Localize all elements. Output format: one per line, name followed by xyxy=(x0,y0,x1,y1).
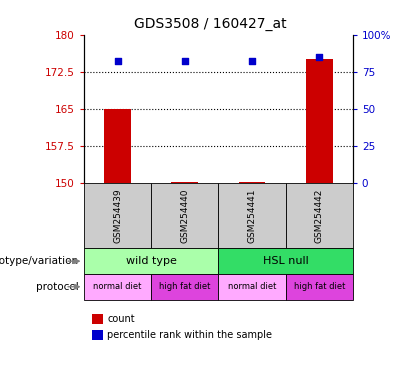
Text: HSL null: HSL null xyxy=(263,256,308,266)
Bar xyxy=(286,183,353,248)
Text: GSM254441: GSM254441 xyxy=(247,189,257,243)
Bar xyxy=(104,109,131,183)
Bar xyxy=(151,183,218,248)
Bar xyxy=(218,183,286,248)
Bar xyxy=(151,274,218,300)
Text: normal diet: normal diet xyxy=(93,282,142,291)
Bar xyxy=(239,182,265,183)
Bar xyxy=(218,274,286,300)
Point xyxy=(316,54,323,60)
Bar xyxy=(218,248,353,274)
Bar xyxy=(84,183,151,248)
Bar xyxy=(84,248,218,274)
Text: genotype/variation: genotype/variation xyxy=(0,256,79,266)
Bar xyxy=(286,274,353,300)
Text: wild type: wild type xyxy=(126,256,177,266)
Bar xyxy=(171,182,198,183)
Point xyxy=(181,58,188,65)
Text: percentile rank within the sample: percentile rank within the sample xyxy=(107,330,272,340)
Text: high fat diet: high fat diet xyxy=(294,282,345,291)
Point xyxy=(114,58,121,65)
Bar xyxy=(84,274,151,300)
Text: GSM254439: GSM254439 xyxy=(113,189,122,243)
Text: count: count xyxy=(107,314,135,324)
Text: GSM254442: GSM254442 xyxy=(315,189,324,243)
Text: GDS3508 / 160427_at: GDS3508 / 160427_at xyxy=(134,17,286,31)
Point xyxy=(249,58,255,65)
Text: protocol: protocol xyxy=(36,282,79,292)
Bar xyxy=(306,60,333,183)
Text: high fat diet: high fat diet xyxy=(159,282,210,291)
Text: GSM254440: GSM254440 xyxy=(180,189,189,243)
Text: normal diet: normal diet xyxy=(228,282,276,291)
